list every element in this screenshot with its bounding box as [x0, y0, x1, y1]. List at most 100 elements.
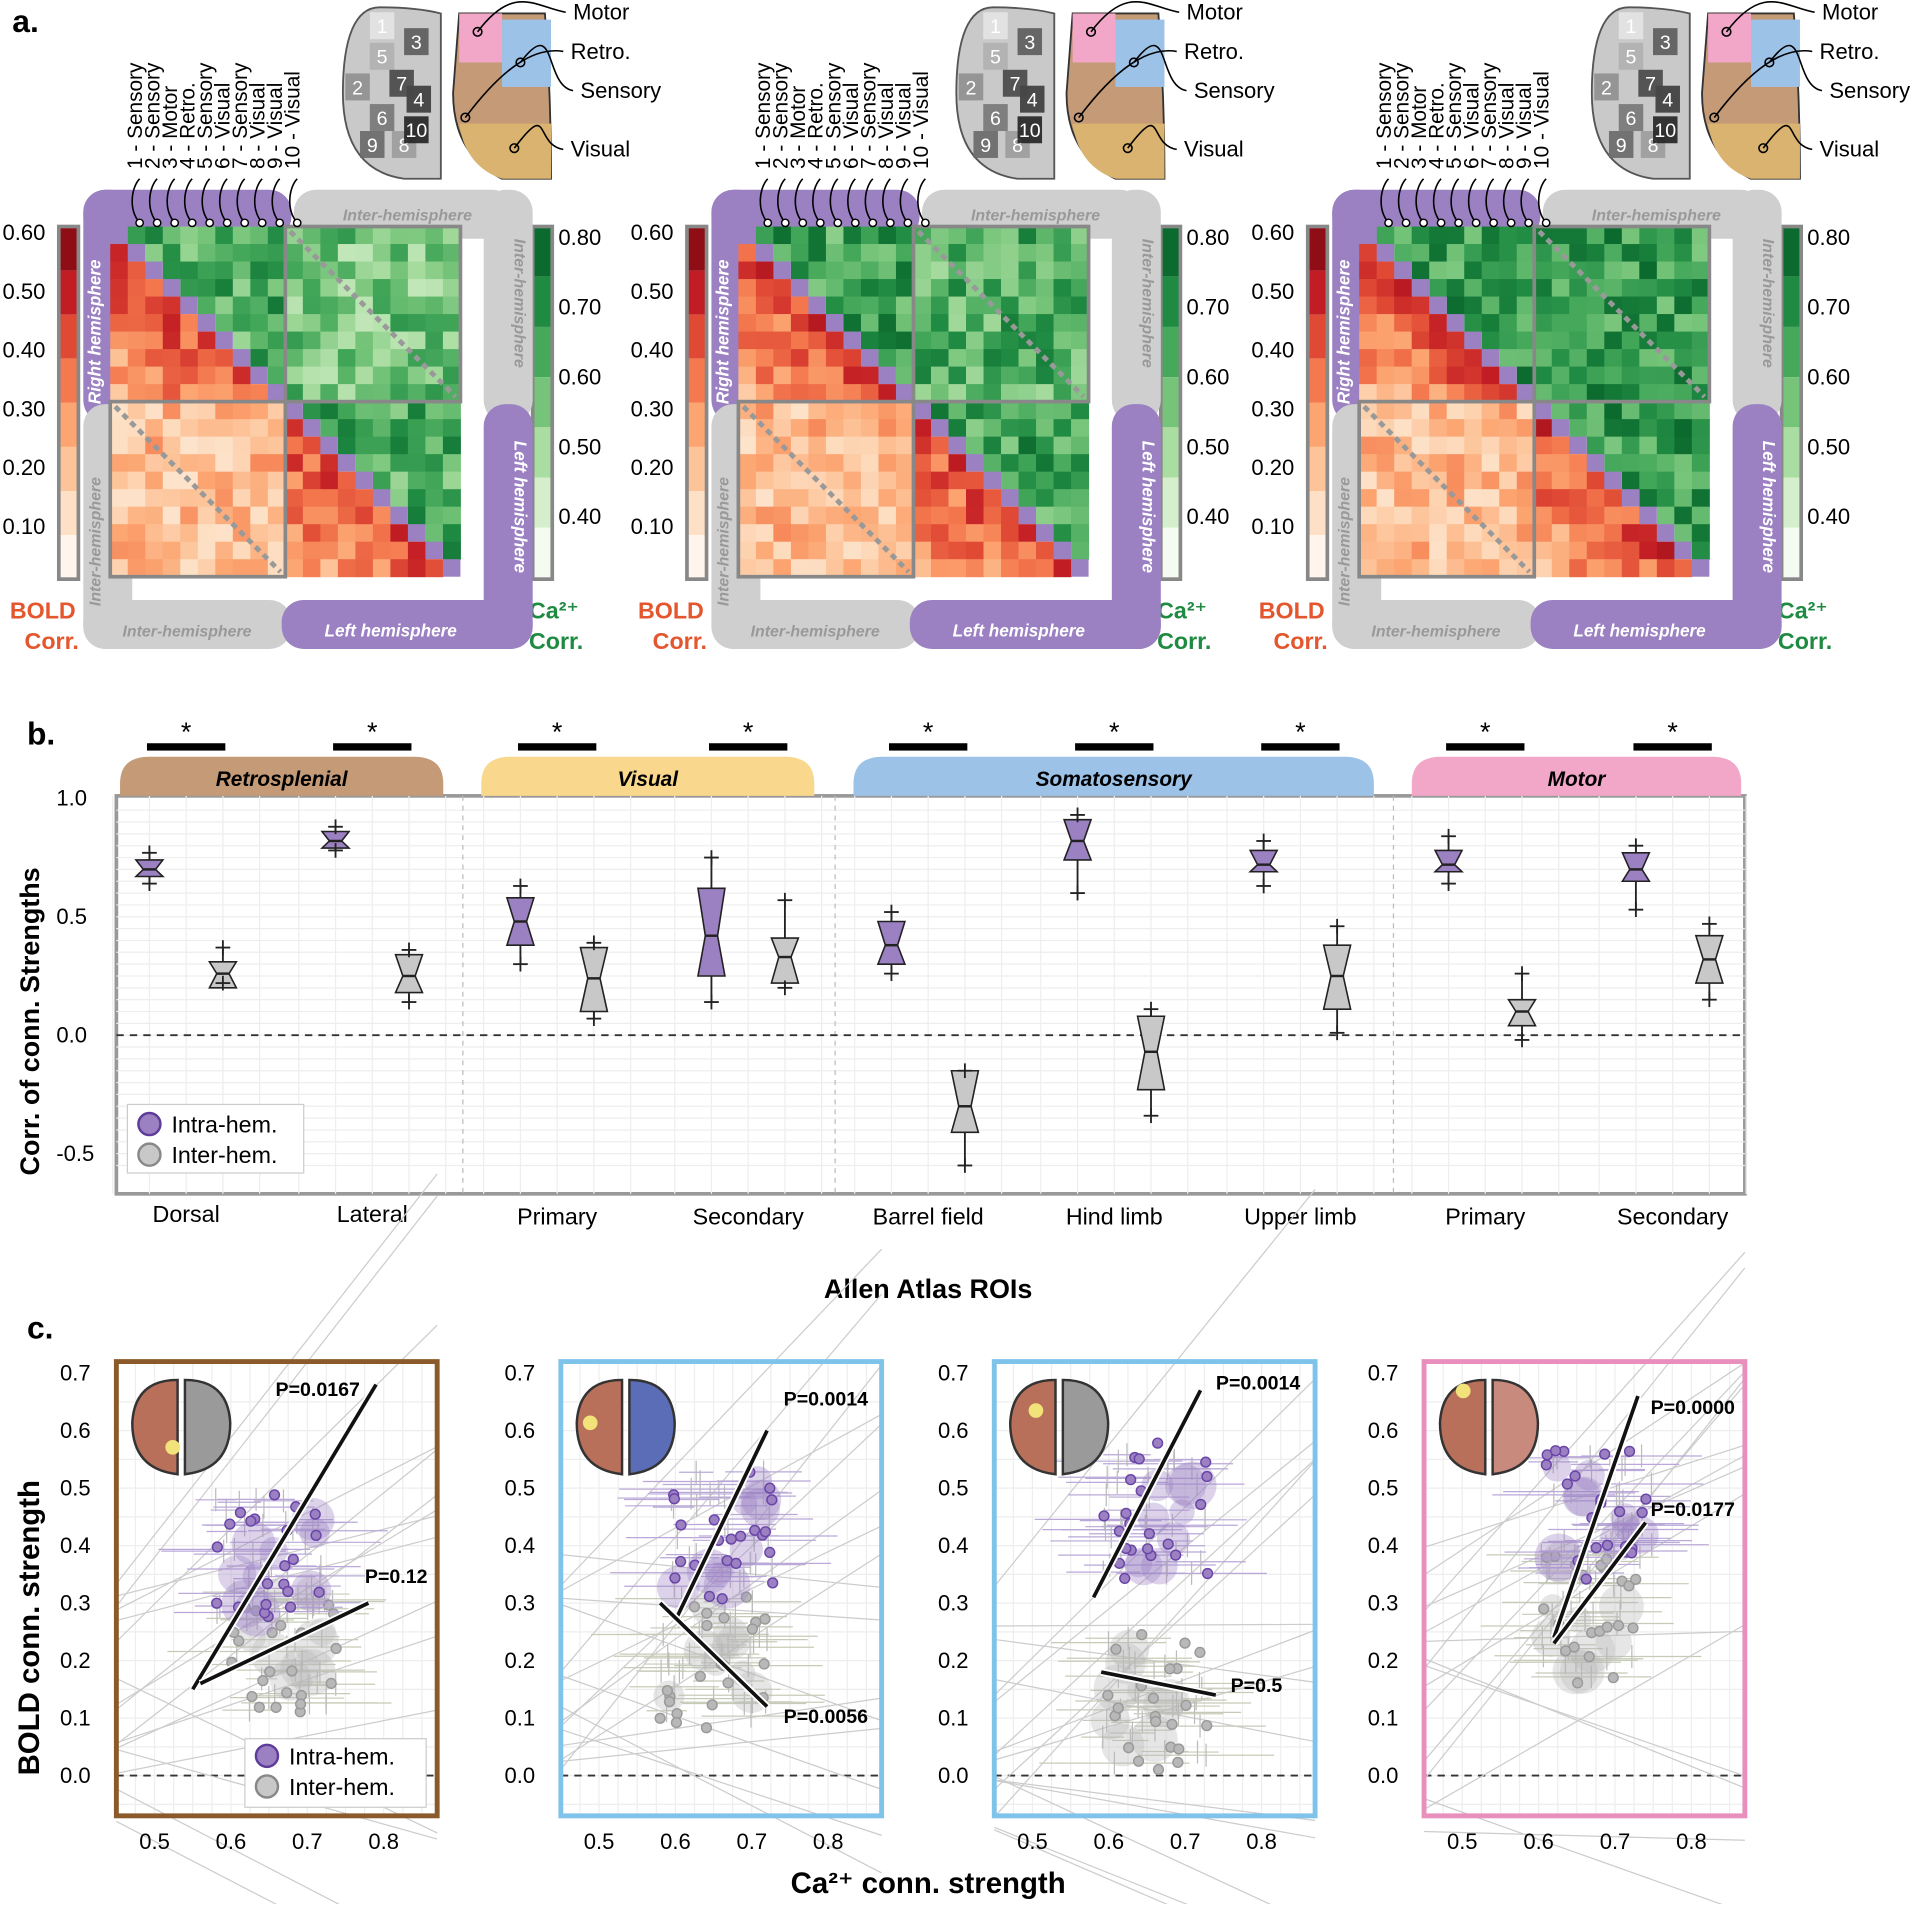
matrix-cell — [1516, 244, 1535, 263]
matrix-cell — [738, 349, 757, 368]
subject-fit-line — [560, 1293, 883, 1673]
box-plot — [1507, 966, 1537, 1048]
matrix-diagonal — [145, 261, 163, 280]
matrix-cell — [1001, 384, 1020, 403]
matrix-cell — [1534, 436, 1553, 455]
roi-label: 6 - Visual — [840, 83, 863, 169]
matrix-cell — [790, 349, 809, 368]
matrix-cell — [1674, 506, 1693, 525]
matrix-cell — [145, 524, 164, 543]
matrix-cell — [407, 454, 426, 473]
matrix-cell — [390, 454, 409, 473]
matrix-cell — [267, 524, 286, 543]
matrix-cell — [1464, 454, 1483, 473]
matrix-diagonal — [1534, 401, 1552, 420]
matrix-cell — [1001, 471, 1020, 490]
roi-arrow — [289, 178, 298, 224]
matrix-cell — [180, 454, 199, 473]
colorbar-swatch — [532, 276, 553, 327]
matrix-cell — [1411, 506, 1430, 525]
matrix-cell — [1691, 314, 1710, 333]
matrix-cell — [1691, 471, 1710, 490]
matrix-cell — [860, 244, 879, 263]
parcel — [973, 131, 998, 158]
roi-label: 2 - Sensory — [142, 62, 165, 169]
matrix-cell — [738, 559, 757, 578]
matrix-cell — [285, 366, 304, 385]
roi-label: 5 - Sensory — [822, 62, 845, 169]
matrix-cell — [895, 226, 914, 245]
parcel — [345, 73, 370, 101]
matrix-cell — [1411, 401, 1430, 420]
data-point — [1136, 1629, 1148, 1641]
matrix-cell — [1446, 331, 1465, 350]
matrix-cell — [1394, 489, 1413, 508]
matrix-cell — [1018, 349, 1037, 368]
significance-bar — [1261, 743, 1340, 751]
matrix-cell — [127, 436, 146, 455]
matrix-cell — [250, 279, 269, 298]
matrix-cell — [372, 559, 391, 578]
matrix-cell — [1411, 559, 1430, 578]
matrix-cell — [1621, 314, 1640, 333]
matrix-diagonal — [1018, 506, 1037, 525]
subject-fit-line — [1423, 1658, 1746, 1789]
matrix-cell — [1464, 384, 1483, 403]
quadrant-label: Inter-hemisphere — [751, 624, 880, 641]
matrix-cell — [1036, 244, 1055, 263]
matrix-cell — [337, 419, 356, 438]
matrix-cell — [302, 524, 321, 543]
subject-fit-line — [560, 1248, 883, 1587]
box-plot — [770, 892, 800, 996]
matrix-cell — [407, 279, 426, 298]
data-point — [1583, 1651, 1595, 1663]
band-left-side — [1111, 404, 1161, 649]
roi-dot — [170, 218, 180, 228]
matrix-cell — [948, 489, 967, 508]
matrix-cell — [250, 489, 269, 508]
data-point — [246, 1690, 258, 1703]
roi-highlight — [1455, 1383, 1471, 1399]
parcel — [983, 12, 1008, 40]
matrix-cell — [1394, 226, 1413, 245]
matrix-cell — [755, 401, 774, 420]
band-left-side — [483, 404, 533, 649]
quadrant-label: Left hemisphere — [1138, 441, 1158, 574]
matrix-cell — [1376, 401, 1395, 420]
matrix-cell — [1001, 314, 1020, 333]
group-header-label: Retrosplenial — [216, 768, 349, 791]
matrix-cell — [843, 384, 862, 403]
data-point — [661, 1685, 674, 1697]
y-tick-label: 0.4 — [505, 1533, 536, 1558]
matrix-cell — [895, 366, 914, 385]
matrix-cell — [1691, 454, 1710, 473]
matrix-cell — [948, 296, 967, 315]
matrix-cell — [843, 401, 862, 420]
data-point — [725, 1533, 737, 1545]
parcel-number: 4 — [1027, 90, 1038, 112]
matrix-cell — [250, 226, 269, 245]
matrix-cell — [425, 296, 444, 315]
matrix-cell — [302, 366, 321, 385]
matrix-cell — [1621, 401, 1640, 420]
matrix-cell — [1639, 541, 1658, 560]
quadrant-label: Inter-hemisphere — [87, 477, 104, 606]
matrix-cell — [145, 471, 164, 490]
matrix-diagonal — [738, 226, 756, 245]
matrix-cell — [1411, 384, 1430, 403]
legend-swatch-intra — [137, 1111, 162, 1137]
matrix-cell — [1018, 471, 1037, 490]
matrix-diagonal — [773, 261, 791, 280]
matrix-cell — [1604, 436, 1623, 455]
subplot-frame — [558, 1359, 885, 1819]
matrix-cell — [442, 226, 461, 245]
matrix-cell — [808, 419, 827, 438]
colorbar-swatch — [58, 314, 79, 359]
box-plot — [1620, 838, 1651, 918]
matrix-diagonal — [1586, 454, 1605, 472]
matrix-cell — [1036, 331, 1055, 350]
matrix-cell — [1018, 489, 1037, 508]
box-plot — [1136, 1001, 1166, 1124]
box-plot — [207, 940, 238, 991]
matrix-cell — [1691, 419, 1710, 438]
